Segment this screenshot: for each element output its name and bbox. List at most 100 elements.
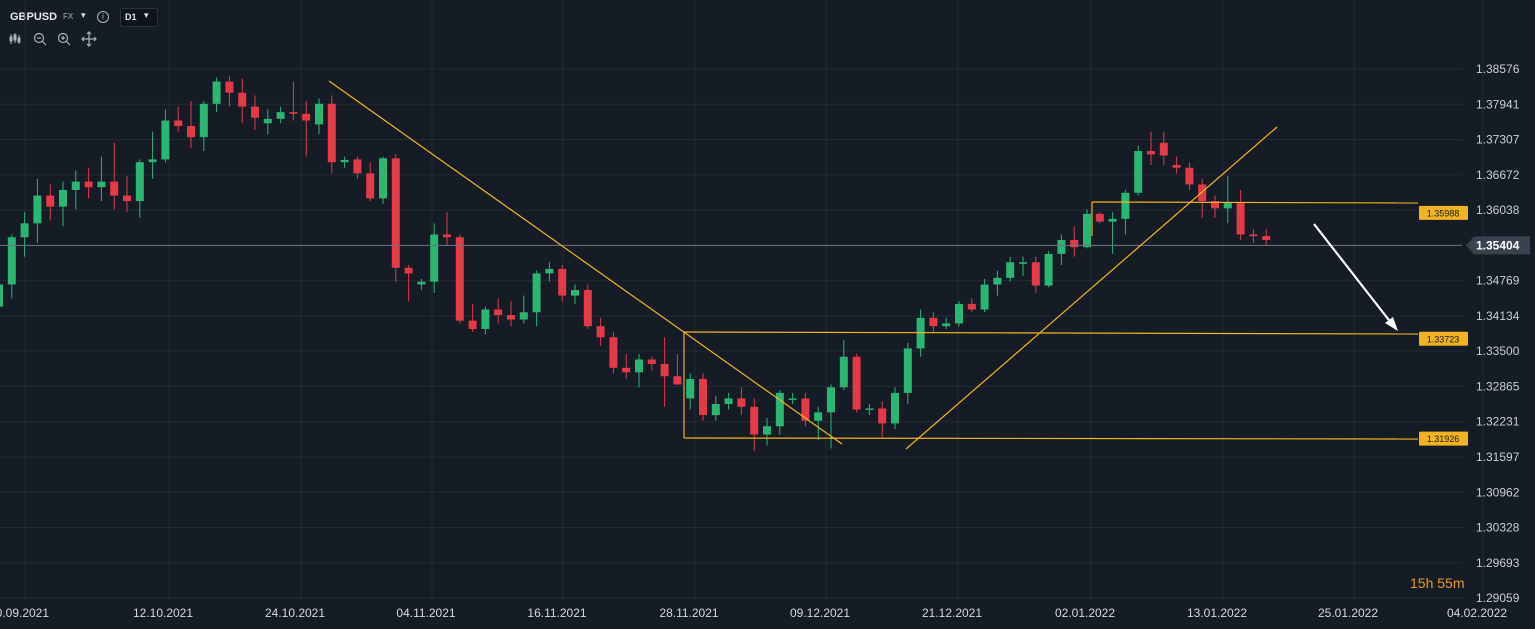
bull-candle (980, 284, 989, 310)
zoom-out-icon[interactable] (32, 31, 48, 47)
chevron-down-icon[interactable]: ▾ (144, 10, 149, 20)
timeframe-selector[interactable] (120, 8, 158, 27)
bull-candle (955, 303, 963, 324)
bull-candle (135, 162, 144, 202)
y-tick-label: 1.37307 (1476, 133, 1520, 147)
price-level-label: 1.31926 (1427, 434, 1460, 444)
price-axis: 1.38576 1.37941 1.37307 1.36672 1.36038 1.354… (1419, 62, 1530, 605)
bear-candle (302, 113, 311, 121)
bear-candle (1031, 262, 1040, 286)
zoom-in-icon[interactable] (56, 31, 72, 47)
bull-candle (903, 348, 912, 393)
bull-candle (993, 277, 1002, 285)
bear-candle (1070, 240, 1079, 248)
y-tick-label: 1.36038 (1476, 203, 1520, 217)
bull-candle (519, 312, 528, 320)
current-price-badge (1466, 236, 1530, 255)
bull-candle (161, 120, 170, 160)
bull-candle (865, 408, 874, 410)
timeframe-label[interactable]: D1 (125, 12, 137, 22)
bull-candle (942, 323, 951, 327)
bear-candle (468, 320, 477, 329)
bear-candle (46, 195, 55, 207)
x-tick-label: 04.02.2022 (1447, 606, 1507, 620)
bear-candle (289, 112, 298, 114)
bull-candle (417, 281, 426, 285)
symbol-label[interactable]: GBPUSD (10, 11, 58, 23)
bear-candle (647, 359, 656, 364)
bear-candle (238, 92, 247, 107)
bear-candle (507, 315, 515, 320)
bull-candle (686, 378, 695, 399)
crosshair-move-icon[interactable] (81, 31, 97, 47)
bull-candle (711, 403, 720, 416)
x-tick-label: 09.12.2021 (790, 606, 850, 620)
y-tick-label: 1.34769 (1476, 274, 1520, 288)
indicators-icon[interactable] (8, 31, 24, 47)
bull-candle (545, 268, 554, 274)
y-tick-label: 1.34134 (1476, 309, 1520, 323)
bull-candle (199, 103, 208, 138)
bear-candle (1249, 234, 1258, 237)
y-tick-label: 1.36672 (1476, 168, 1520, 182)
x-tick-label: 02.01.2022 (1055, 606, 1115, 620)
bull-candle (20, 223, 29, 238)
bear-candle (84, 181, 93, 188)
y-tick-label: 1.31597 (1476, 450, 1520, 464)
bear-candle (801, 398, 810, 421)
resistance-line (1091, 201, 1419, 204)
bear-candle (596, 326, 605, 338)
bull-candle (1223, 202, 1232, 209)
info-icon[interactable]: i (97, 11, 109, 23)
bull-candle (148, 159, 157, 163)
y-tick-label: 1.32231 (1476, 415, 1520, 429)
x-tick-label: 28.11.2021 (659, 606, 718, 620)
bull-candle (59, 189, 67, 207)
bull-candle (340, 159, 349, 163)
bear-candle (1172, 164, 1181, 168)
bear-candle (673, 376, 682, 385)
bull-candle (430, 234, 439, 282)
bull-candle (571, 290, 579, 296)
bear-candle (737, 398, 746, 407)
y-tick-label: 1.32865 (1476, 379, 1520, 393)
x-tick-label: 16.11.2021 (527, 606, 586, 620)
bear-candle (1211, 201, 1219, 209)
bull-candle (1006, 262, 1015, 278)
bull-candle (775, 392, 784, 427)
bear-candle (404, 267, 413, 274)
bull-candle (827, 387, 835, 413)
downtrend-line (328, 80, 843, 445)
bear-candle (558, 268, 567, 296)
bull-candle (839, 356, 848, 388)
support-line (683, 437, 1419, 440)
bear-candle (1185, 167, 1194, 185)
bear-candle (123, 195, 131, 202)
bull-candle (263, 118, 272, 124)
chart-toolbar: GBPUSD FX ▾ i D1 ▾ (0, 0, 300, 52)
bear-candle (187, 126, 195, 138)
bear-candle (609, 337, 618, 368)
bear-candle (366, 173, 375, 199)
bull-candle (276, 112, 285, 119)
bull-candle (1134, 151, 1143, 193)
bear-candle (1236, 202, 1245, 235)
bull-candle (788, 398, 797, 400)
bull-candle (763, 426, 771, 435)
uptrend-line (905, 126, 1278, 450)
chevron-down-icon[interactable]: ▾ (81, 10, 86, 20)
bull-candle (1108, 218, 1117, 222)
countdown-minutes: 55m (1437, 575, 1465, 591)
bear-candle (1262, 236, 1271, 241)
bear-candle (443, 234, 451, 238)
y-tick-label: 1.29059 (1476, 591, 1520, 605)
bear-candle (391, 158, 400, 268)
bull-candle (97, 181, 106, 188)
time-axis: 30.09.2021 12.10.2021 24.10.2021 04.11.2021… (0, 606, 1507, 620)
bull-candle (891, 392, 899, 424)
price-level-label: 1.35988 (1427, 208, 1460, 218)
candle-countdown: 15h 55m (1410, 575, 1464, 591)
bear-candle (929, 317, 938, 327)
bull-candle (1083, 213, 1091, 248)
